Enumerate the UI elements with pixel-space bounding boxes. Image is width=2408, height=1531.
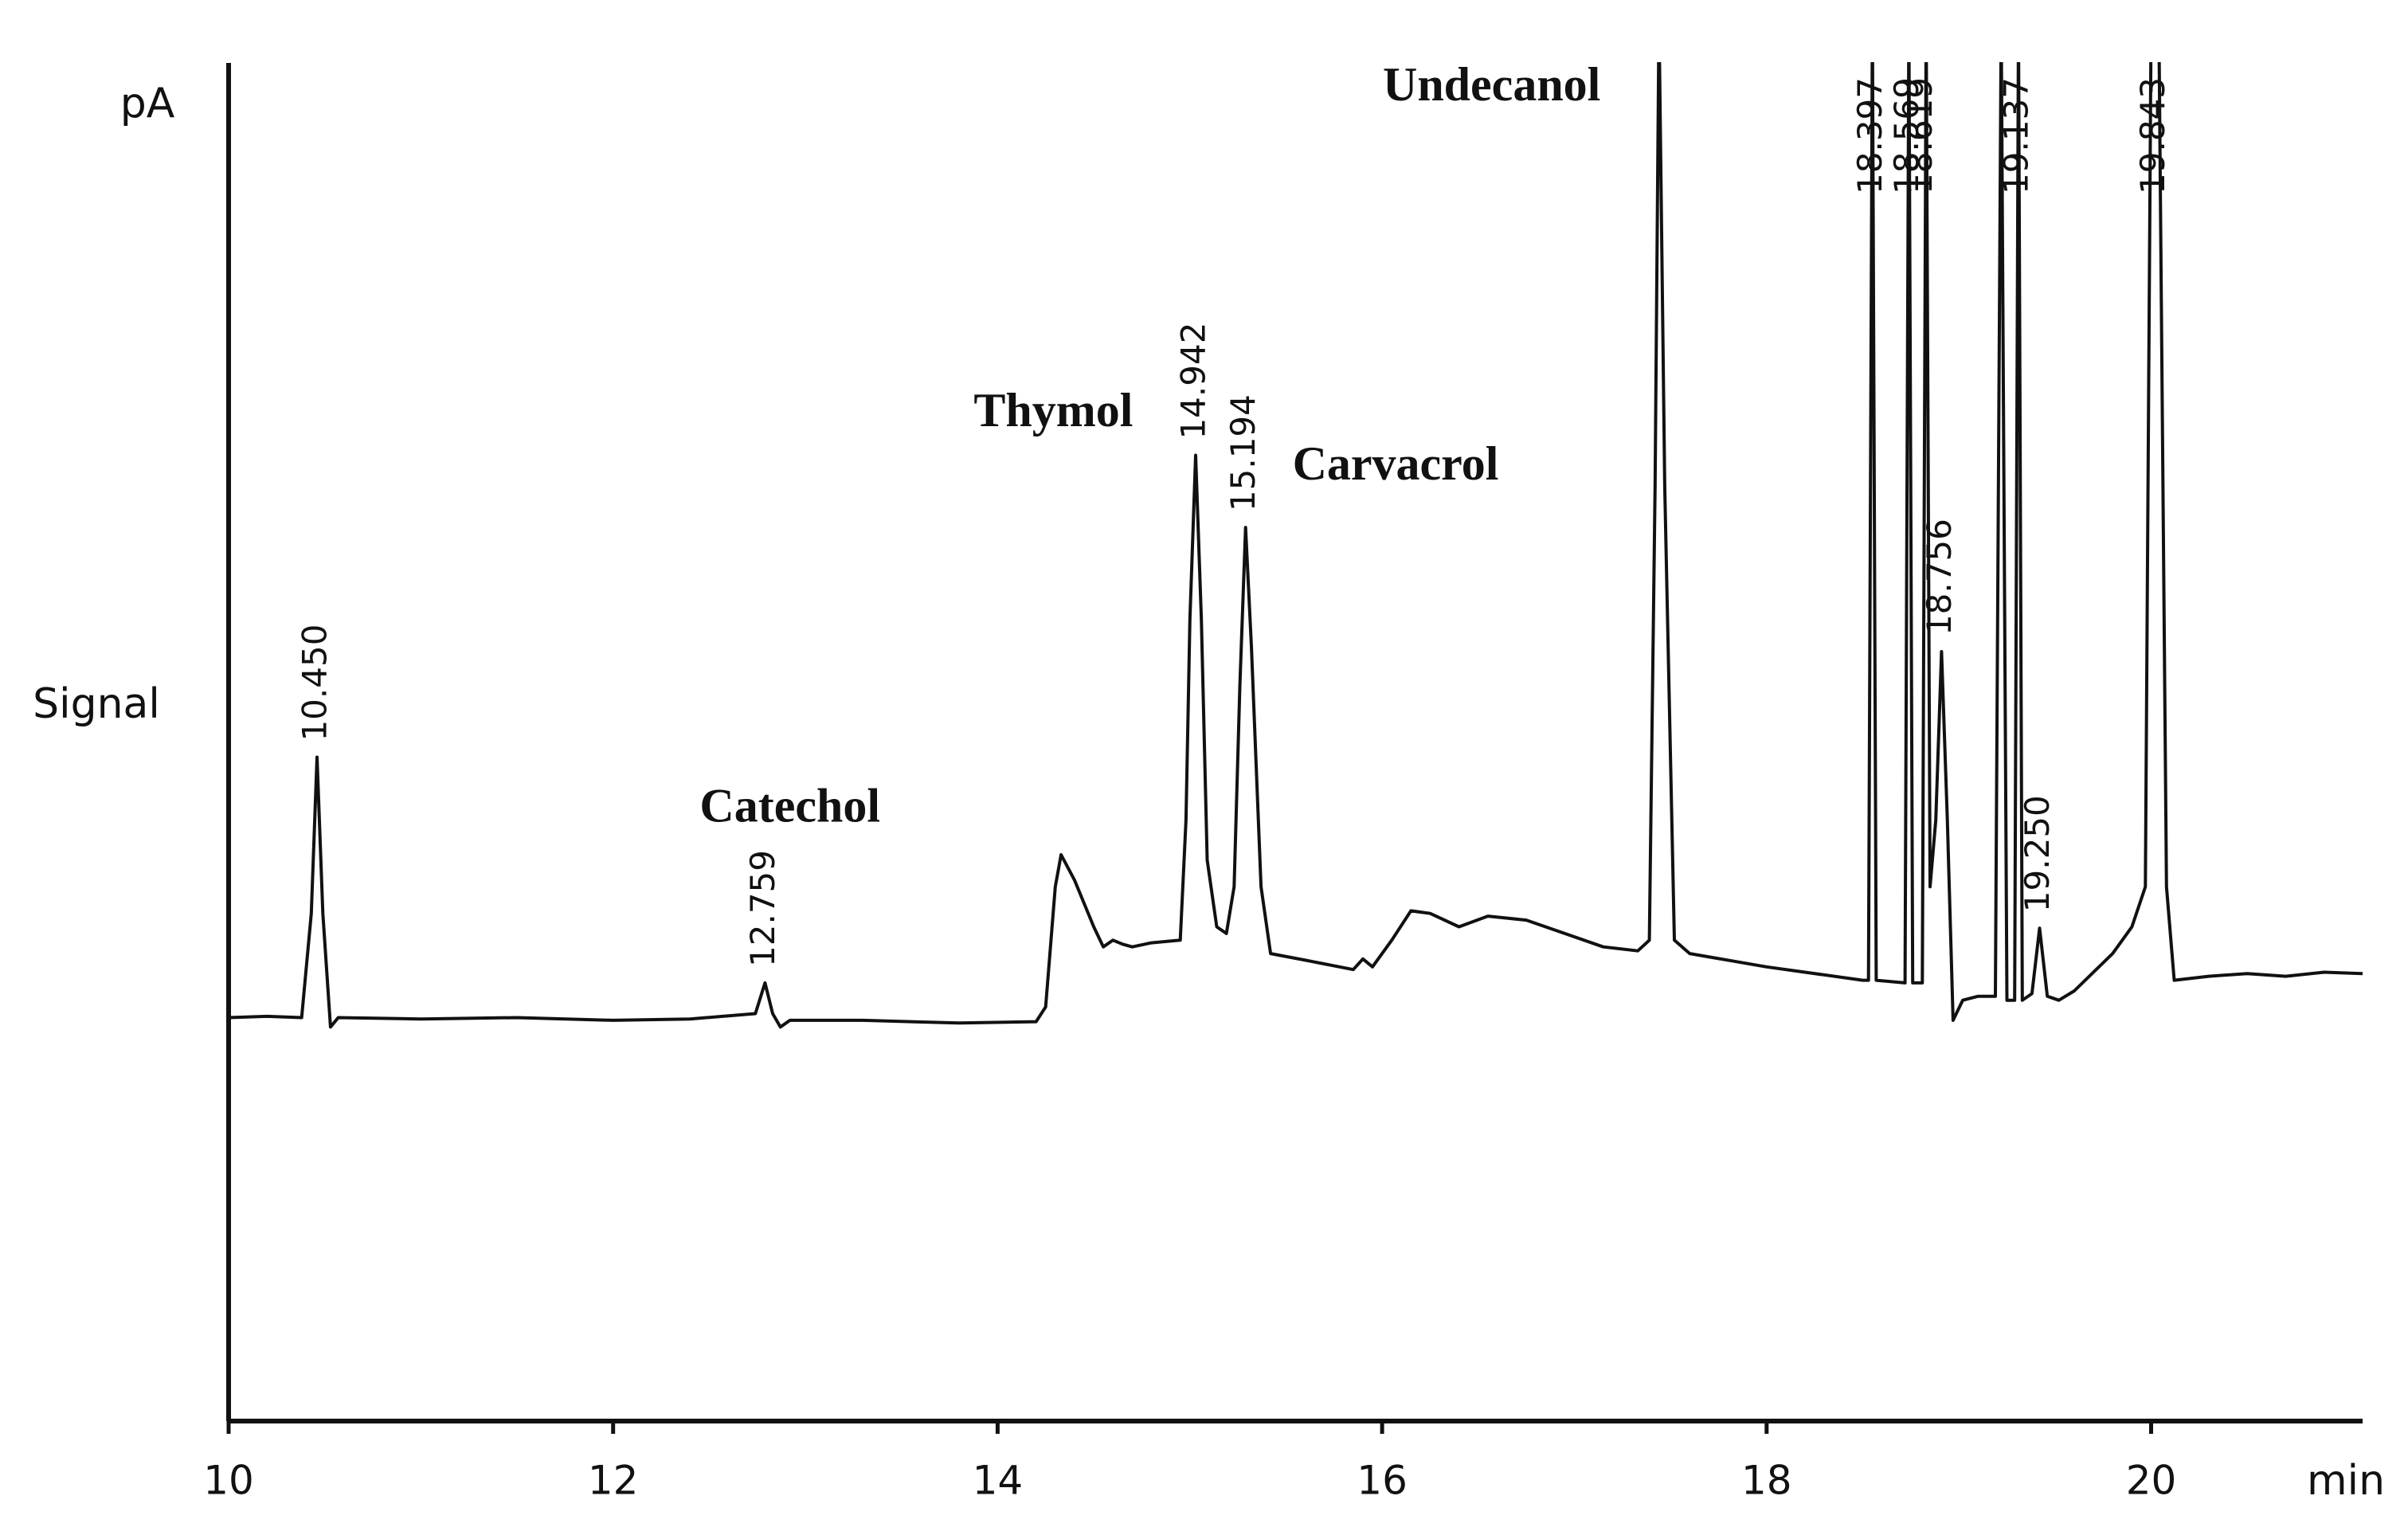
peak-label: 19.843	[2133, 77, 2172, 194]
peak-label: 14.942	[1173, 323, 1212, 440]
signal-trace	[229, 62, 2363, 1029]
x-tick-label: 18	[1741, 1458, 1792, 1504]
peak-label: 18.619	[1901, 77, 1940, 194]
trace-layer	[229, 62, 2363, 1029]
x-tick-label: 10	[203, 1458, 254, 1504]
y-unit: pA	[120, 80, 175, 127]
x-unit: min	[2307, 1457, 2385, 1505]
peak-label: 18.569	[1887, 77, 1926, 194]
peak-label: 10.450	[296, 625, 335, 742]
peak-label: 12.759	[743, 850, 782, 967]
x-tick-label: 14	[973, 1458, 1024, 1504]
peak-label: 18.756	[1920, 519, 1959, 636]
x-tick-label: 12	[588, 1458, 639, 1504]
x-tick-label: 20	[2126, 1458, 2177, 1504]
y-axis-label: Signal	[33, 680, 160, 728]
compound-label: Thymol	[973, 384, 1133, 437]
x-tick-label: 16	[1357, 1458, 1408, 1504]
peak-label: 18.397	[1850, 77, 1889, 194]
peak-label: 15.194	[1224, 394, 1263, 511]
peak-label: 19.250	[2018, 795, 2057, 912]
compound-label: Carvacrol	[1293, 437, 1499, 490]
peak-label: 19.137	[1996, 77, 2035, 194]
compound-label: Undecanol	[1383, 58, 1600, 111]
compound-label: Catechol	[699, 779, 880, 832]
